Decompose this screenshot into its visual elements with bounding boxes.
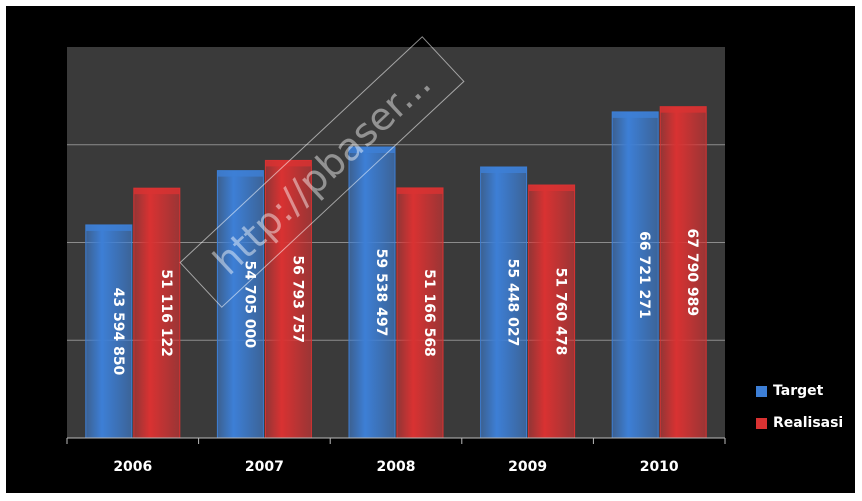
bar-target-2007 bbox=[216, 170, 264, 439]
x-tick-label-2009: 2009 bbox=[508, 459, 547, 475]
x-tick-label-2007: 2007 bbox=[245, 459, 284, 475]
legend-swatch-target bbox=[756, 385, 767, 397]
data-label-realisasi-2007: 56 793 757 bbox=[289, 255, 305, 343]
legend-label-realisasi: Realisasi bbox=[773, 415, 844, 431]
data-label-target-2008: 59 538 497 bbox=[373, 249, 389, 337]
data-label-target-2010: 66 721 271 bbox=[636, 231, 652, 319]
x-tick-label-2010: 2010 bbox=[640, 459, 679, 475]
bar-cap-realisasi-2006 bbox=[133, 188, 180, 195]
data-label-realisasi-2008: 51 166 568 bbox=[421, 269, 437, 357]
bar-cap-target-2009 bbox=[480, 166, 527, 173]
data-label-target-2006: 43 594 850 bbox=[110, 288, 126, 376]
x-tick-label-2008: 2008 bbox=[377, 459, 416, 475]
data-label-target-2007: 54 705 000 bbox=[241, 260, 257, 348]
data-label-target-2009: 55 448 027 bbox=[505, 259, 521, 347]
data-label-realisasi-2009: 51 760 478 bbox=[553, 268, 569, 356]
bar-chart: 43 594 850 51 116 122 2006 54 705 000 56 793… bbox=[66, 47, 726, 475]
bar-realisasi-2007 bbox=[264, 159, 312, 439]
legend-item-realisasi: Realisasi bbox=[756, 412, 843, 434]
bar-realisasi-2009 bbox=[528, 184, 576, 439]
x-tick-label-2006: 2006 bbox=[113, 459, 152, 475]
legend-label-target: Target bbox=[773, 383, 824, 399]
bar-realisasi-2010 bbox=[659, 106, 707, 439]
bar-realisasi-2006 bbox=[133, 187, 181, 439]
bar-cap-realisasi-2010 bbox=[660, 106, 707, 113]
bar-cap-realisasi-2009 bbox=[528, 185, 575, 192]
legend-item-target: Target bbox=[756, 380, 843, 402]
legend-swatch-realisasi bbox=[756, 417, 767, 429]
bar-cap-target-2010 bbox=[612, 111, 659, 118]
data-label-realisasi-2006: 51 116 122 bbox=[158, 269, 174, 357]
bar-cap-target-2008 bbox=[349, 147, 395, 154]
data-label-realisasi-2010: 67 790 989 bbox=[684, 228, 700, 316]
legend: Target Realisasi bbox=[756, 380, 843, 444]
bar-cap-realisasi-2007 bbox=[265, 160, 312, 167]
bar-cap-target-2007 bbox=[217, 170, 264, 177]
bar-cap-realisasi-2008 bbox=[397, 187, 443, 194]
bar-target-2009 bbox=[480, 166, 528, 439]
chart-frame: 43 594 850 51 116 122 2006 54 705 000 56 793… bbox=[6, 6, 855, 493]
bar-cap-target-2006 bbox=[85, 224, 132, 231]
